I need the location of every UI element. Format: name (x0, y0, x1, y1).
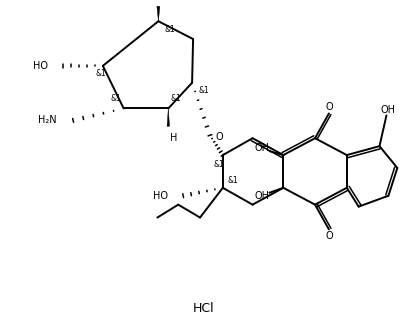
Text: OH: OH (381, 106, 396, 115)
Text: OH: OH (254, 143, 269, 153)
Text: &1: &1 (214, 160, 224, 170)
Polygon shape (167, 109, 170, 126)
Text: HCl: HCl (193, 302, 215, 315)
Text: OH: OH (254, 191, 269, 201)
Polygon shape (157, 6, 160, 21)
Text: &1: &1 (110, 94, 121, 103)
Text: &1: &1 (165, 25, 176, 34)
Text: H₂N: H₂N (37, 115, 56, 125)
Text: O: O (325, 102, 333, 113)
Text: &1: &1 (228, 176, 238, 185)
Text: O: O (216, 132, 223, 142)
Text: &1: &1 (96, 69, 106, 78)
Text: &1: &1 (199, 86, 209, 95)
Text: H: H (170, 133, 178, 143)
Text: HO: HO (153, 191, 168, 201)
Text: &1: &1 (171, 94, 182, 103)
Text: O: O (325, 231, 333, 241)
Text: HO: HO (33, 61, 48, 71)
